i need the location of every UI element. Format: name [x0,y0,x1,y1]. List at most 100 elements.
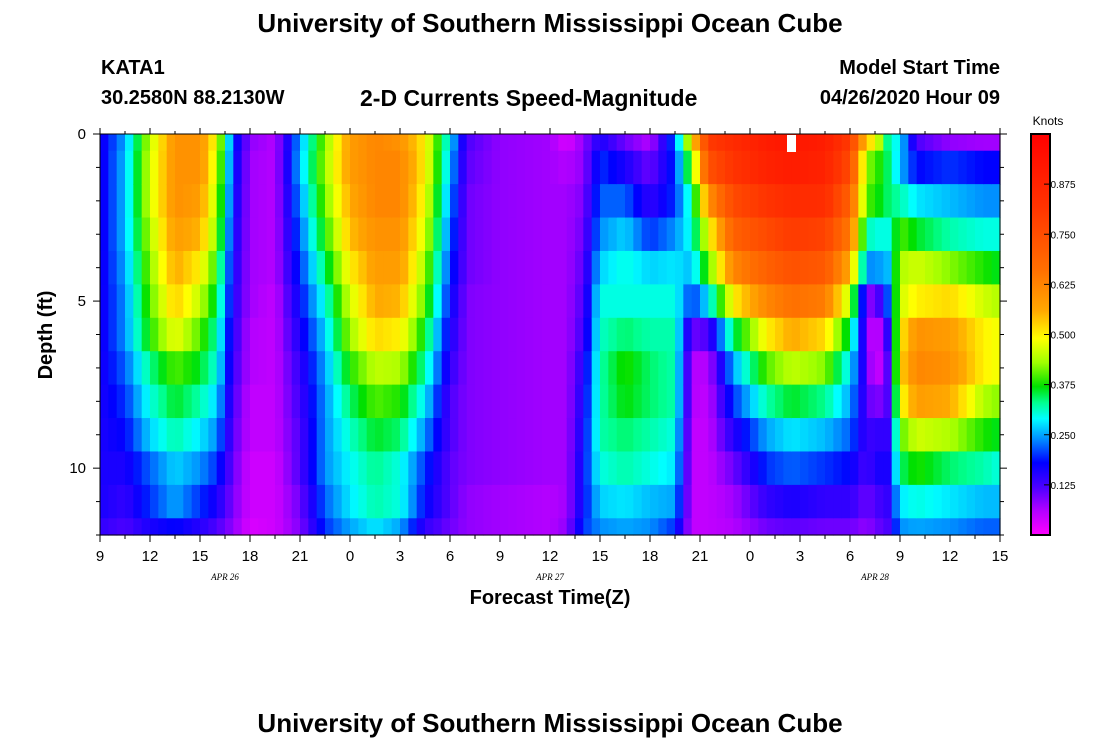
heatmap-cell [116,284,126,319]
heatmap-cell [825,184,834,219]
heatmap-cell [791,217,801,252]
heatmap-cell [425,384,434,419]
heatmap-cell [250,418,259,453]
heatmap-cell [300,150,309,185]
heatmap-cell [141,284,151,319]
heatmap-cell [966,384,976,419]
heatmap-cell [441,451,451,486]
heatmap-cell [800,384,809,419]
heatmap-cell [258,184,268,219]
heatmap-cell [991,134,1001,152]
heatmap-cell [416,184,426,219]
heatmap-cell [383,418,393,453]
heatmap-cell [991,250,1001,285]
heatmap-cell [850,384,859,419]
heatmap-cell [141,184,151,219]
heatmap-cell [483,518,493,536]
heatmap-cell [975,150,984,185]
heatmap-cell [675,384,684,419]
heatmap-cells [100,134,1001,536]
heatmap-cell [808,250,818,285]
heatmap-cell [575,134,584,152]
heatmap-cell [558,250,568,285]
heatmap-cell [341,284,351,319]
heatmap-cell [433,184,443,219]
heatmap-cell [575,418,584,453]
heatmap-cell [358,317,368,352]
heatmap-cell [966,351,976,386]
heatmap-cell [208,150,218,185]
heatmap-cell [733,518,743,536]
heatmap-cell [725,184,734,219]
heatmap-cell [366,150,376,185]
heatmap-cell [991,384,1001,419]
heatmap-cell [950,184,959,219]
heatmap-cell [866,217,876,252]
heatmap-cell [458,250,468,285]
heatmap-cell [366,217,376,252]
heatmap-cell [691,217,701,252]
heatmap-cell [908,384,918,419]
heatmap-cell [333,484,343,519]
heatmap-cell [966,184,976,219]
heatmap-cell [583,217,593,252]
heatmap-cell [416,250,426,285]
heatmap-cell [191,518,201,536]
heatmap-cell [250,184,259,219]
heatmap-cell [391,518,401,536]
heatmap-cell [741,418,751,453]
heatmap-cell [525,284,534,319]
heatmap-cell [608,184,618,219]
heatmap-cell [541,317,551,352]
heatmap-cell [341,518,351,536]
heatmap-cell [658,184,668,219]
heatmap-cell [575,451,584,486]
heatmap-cell [683,134,693,152]
heatmap-cell [241,250,251,285]
heatmap-cell [525,134,534,152]
heatmap-cell [466,250,476,285]
heatmap-cell [691,134,701,152]
heatmap-cell [775,134,784,152]
heatmap-cell [316,150,326,185]
heatmap-cell [966,284,976,319]
heatmap-cell [491,184,501,219]
heatmap-cell [783,351,793,386]
heatmap-cell [516,150,526,185]
heatmap-cell [808,150,818,185]
heatmap-cell [433,351,443,386]
heatmap-cell [541,217,551,252]
heatmap-cell [991,351,1001,386]
heatmap-cell [791,150,801,185]
heatmap-cell [475,150,484,185]
heatmap-cell [708,134,718,152]
heatmap-cell [816,134,826,152]
heatmap-cell [658,484,668,519]
heatmap-cell [658,150,668,185]
heatmap-cell [300,134,309,152]
heatmap-cell [416,150,426,185]
heatmap-cell [791,317,801,352]
heatmap-cell [975,134,984,152]
heatmap-cell [775,518,784,536]
heatmap-cell [533,284,543,319]
heatmap-cell [208,518,218,536]
heatmap-cell [208,184,218,219]
heatmap-cell [333,317,343,352]
heatmap-cell [516,284,526,319]
heatmap-cell [791,250,801,285]
heatmap-cell [875,317,884,352]
heatmap-cell [791,418,801,453]
heatmap-cell [991,184,1001,219]
heatmap-cell [658,418,668,453]
heatmap-cell [125,250,134,285]
heatmap-cell [675,518,684,536]
heatmap-cell [633,217,643,252]
heatmap-cell [433,250,443,285]
heatmap-cell [716,384,726,419]
heatmap-cell [133,351,143,386]
heatmap-cell [841,418,851,453]
heatmap-cell [900,418,909,453]
heatmap-cell [125,317,134,352]
heatmap-cell [433,518,443,536]
